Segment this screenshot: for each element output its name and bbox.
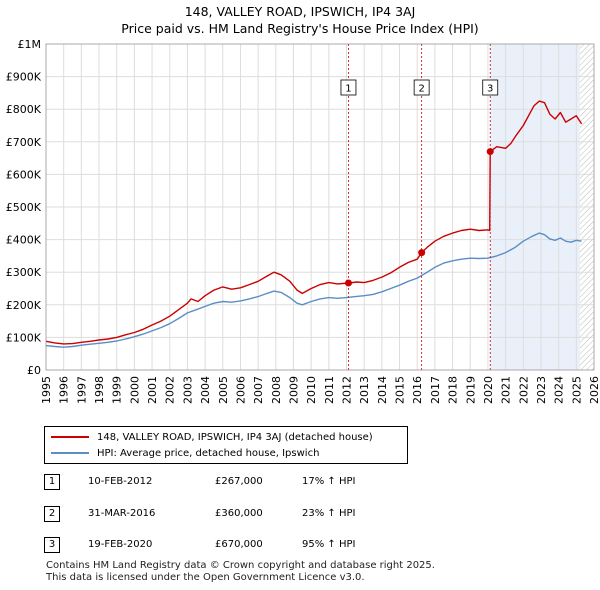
y-tick-label: £800K (6, 103, 42, 116)
sale-hpi-diff: 95% ↑ HPI (302, 539, 356, 550)
x-tick-label: 2015 (394, 376, 407, 404)
y-tick-label: £500K (6, 201, 42, 214)
y-tick-label: £700K (6, 136, 42, 149)
sale-date: 10-FEB-2012 (88, 476, 153, 487)
x-tick-label: 2020 (482, 376, 495, 404)
y-tick-label: £300K (6, 266, 42, 279)
price-chart: 1 2 3 £0 £100K £200K £300K £400K £500K £600K £700… (6, 38, 600, 404)
y-tick-label: £100K (6, 331, 42, 344)
sale-price: £267,000 (215, 476, 263, 487)
x-tick-label: 2007 (252, 376, 265, 404)
x-tick-label: 2002 (164, 376, 177, 404)
chart-title: 148, VALLEY ROAD, IPSWICH, IP4 3AJ Price… (0, 3, 600, 37)
legend-swatch-hpi (51, 452, 89, 454)
sale-point (418, 249, 426, 257)
sale-number-badge: 1 (44, 474, 60, 490)
y-tick-label: £1M (18, 38, 42, 51)
legend-label-property: 148, VALLEY ROAD, IPSWICH, IP4 3AJ (deta… (97, 431, 373, 443)
x-tick-label: 2009 (287, 376, 300, 404)
sale-marker-box (413, 79, 430, 96)
x-tick-label: 2013 (358, 376, 371, 404)
sale-date: 19-FEB-2020 (88, 539, 153, 550)
x-tick-label: 2011 (323, 376, 336, 404)
x-tick-label: 2006 (234, 376, 247, 404)
x-tick-label: 2012 (341, 376, 354, 404)
sale-number-badge: 3 (44, 537, 60, 553)
property-price-line (45, 100, 583, 345)
x-tick-label: 2000 (128, 376, 141, 404)
x-tick-label: 2026 (588, 376, 600, 404)
x-tick-label: 2014 (376, 376, 389, 404)
x-tick-label: 2017 (429, 376, 442, 404)
sale-number-badge: 2 (44, 506, 60, 522)
y-tick-label: £900K (6, 71, 42, 84)
x-tick-label: 2005 (217, 376, 230, 404)
legend-label-hpi: HPI: Average price, detached house, Ipsw… (97, 447, 320, 459)
sale-point (344, 279, 352, 287)
sale-date: 31-MAR-2016 (88, 508, 156, 519)
x-tick-label: 2001 (146, 376, 159, 404)
x-tick-label: 2024 (553, 376, 566, 404)
sale-price: £360,000 (215, 508, 263, 519)
x-tick-label: 2021 (500, 376, 513, 404)
y-tick-label: £200K (6, 299, 42, 312)
title-line-2: Price paid vs. HM Land Registry's House … (121, 21, 479, 36)
x-tick-label: 2019 (464, 376, 477, 404)
sale-marker-box (340, 79, 357, 96)
table-row: 2 31-MAR-2016 £360,000 23% ↑ HPI (44, 506, 464, 524)
x-tick-label: 2022 (517, 376, 530, 404)
y-tick-label: £0 (27, 364, 41, 377)
x-tick-label: 2004 (199, 376, 212, 404)
x-tick-label: 1997 (75, 376, 88, 404)
x-tick-label: 2008 (270, 376, 283, 404)
sale-marker-label: 1 (345, 84, 351, 95)
x-tick-label: 2003 (181, 376, 194, 404)
hpi-line (45, 232, 582, 348)
sale-point (486, 148, 494, 156)
y-tick-label: £600K (6, 168, 42, 181)
x-tick-label: 2016 (411, 376, 424, 404)
x-tick-label: 1998 (93, 376, 106, 404)
legend-swatch-property (51, 436, 89, 438)
table-row: 1 10-FEB-2012 £267,000 17% ↑ HPI (44, 474, 464, 492)
x-tick-label: 1996 (58, 376, 71, 404)
x-tick-label: 2018 (447, 376, 460, 404)
x-tick-label: 2023 (535, 376, 548, 404)
table-row: 3 19-FEB-2020 £670,000 95% ↑ HPI (44, 537, 464, 555)
y-tick-label: £400K (6, 234, 42, 247)
sale-hpi-diff: 23% ↑ HPI (302, 508, 356, 519)
x-tick-label: 2025 (570, 376, 583, 404)
footer-line-2: This data is licensed under the Open Gov… (46, 571, 365, 583)
footer-attribution: Contains HM Land Registry data © Crown c… (46, 560, 435, 583)
legend-item-hpi: HPI: Average price, detached house, Ipsw… (51, 445, 319, 461)
legend: 148, VALLEY ROAD, IPSWICH, IP4 3AJ (deta… (44, 426, 408, 464)
sale-marker-box (482, 79, 499, 96)
sale-marker-label: 3 (487, 84, 493, 95)
legend-item-property: 148, VALLEY ROAD, IPSWICH, IP4 3AJ (deta… (51, 429, 373, 445)
sale-price: £670,000 (215, 539, 263, 550)
footer-line-1: Contains HM Land Registry data © Crown c… (46, 560, 435, 571)
x-tick-label: 1999 (111, 376, 124, 404)
plot-border (45, 43, 595, 371)
title-line-1: 148, VALLEY ROAD, IPSWICH, IP4 3AJ (184, 4, 416, 19)
sale-hpi-diff: 17% ↑ HPI (302, 476, 356, 487)
sale-marker-label: 2 (418, 84, 424, 95)
x-tick-label: 1995 (40, 376, 53, 404)
x-tick-label: 2010 (305, 376, 318, 404)
